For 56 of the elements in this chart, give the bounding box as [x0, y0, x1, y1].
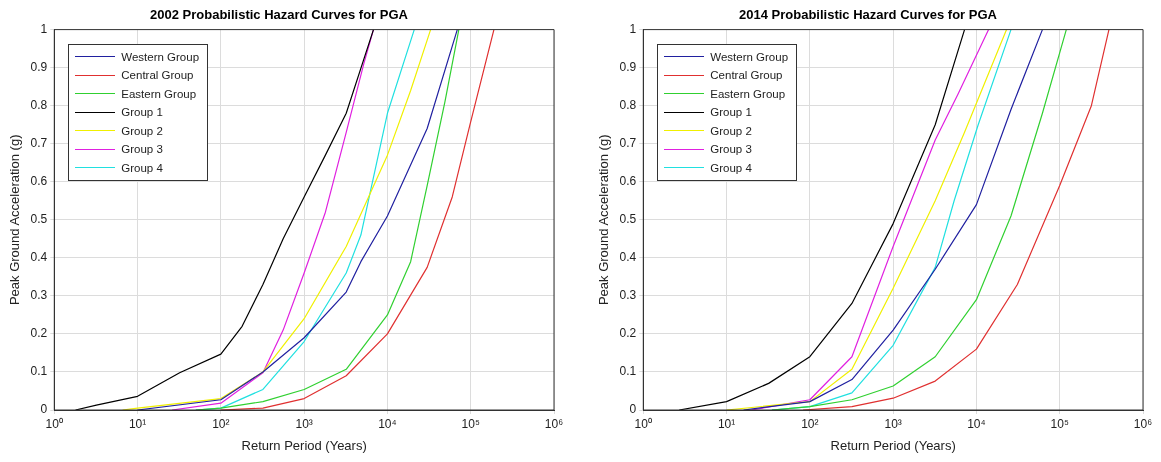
y-tick-label: 0.1 [619, 364, 637, 379]
x-tick-label: 10³ [884, 416, 902, 431]
y-tick-label: 0.9 [619, 59, 637, 74]
legend-label: Western Group [710, 49, 789, 65]
y-tick-label: 0.6 [30, 174, 48, 189]
x-tick-label: 10⁶ [1133, 416, 1153, 431]
y-tick-label: 0.8 [30, 97, 48, 112]
y-tick-label: 0 [629, 402, 637, 417]
x-tick-label: 10⁵ [1050, 416, 1069, 431]
legend-label: Eastern Group [710, 86, 786, 102]
y-tick-label: 0.9 [30, 59, 48, 74]
x-axis-title: Return Period (Years) [830, 437, 956, 453]
x-tick-label: 10¹ [717, 416, 736, 431]
x-tick-label: 10² [212, 416, 230, 431]
y-tick-label: 0.3 [30, 288, 48, 303]
x-tick-label: 10² [801, 416, 819, 431]
legend-label: Group 4 [710, 160, 752, 176]
x-tick-label: 10⁴ [967, 416, 986, 431]
legend-label: Central Group [121, 68, 194, 84]
legend-label: Group 4 [121, 160, 163, 176]
y-tick-label: 1 [629, 21, 637, 36]
y-tick-label: 0.8 [619, 97, 637, 112]
y-axis-title: Peak Ground Acceleration (g) [7, 134, 23, 306]
legend-label: Group 1 [121, 105, 163, 121]
legend-label: Central Group [710, 68, 783, 84]
x-axis-title: Return Period (Years) [241, 437, 367, 453]
y-tick-label: 1 [40, 21, 48, 36]
legend-label: Eastern Group [121, 86, 197, 102]
chart-title: 2002 Probabilistic Hazard Curves for PGA [150, 7, 409, 23]
y-tick-label: 0 [40, 402, 48, 417]
y-tick-label: 0.1 [30, 364, 48, 379]
y-tick-label: 0.4 [619, 250, 637, 265]
y-tick-label: 0.6 [619, 174, 637, 189]
x-tick-label: 10⁰ [634, 416, 652, 431]
y-tick-label: 0.5 [30, 212, 48, 227]
y-tick-label: 0.7 [30, 136, 48, 151]
chart-title: 2014 Probabilistic Hazard Curves for PGA [739, 7, 998, 23]
legend-label: Group 2 [121, 123, 163, 139]
x-tick-label: 10⁵ [461, 416, 480, 431]
x-tick-label: 10⁰ [45, 416, 63, 431]
legend-label: Western Group [121, 49, 200, 65]
x-tick-label: 10⁴ [378, 416, 397, 431]
y-tick-label: 0.4 [30, 250, 48, 265]
legend-label: Group 1 [710, 105, 752, 121]
y-tick-label: 0.7 [619, 136, 637, 151]
x-tick-label: 10³ [295, 416, 313, 431]
y-tick-label: 0.3 [619, 288, 637, 303]
legend-label: Group 3 [710, 142, 752, 158]
legend-label: Group 3 [121, 142, 163, 158]
x-tick-label: 10⁶ [544, 416, 564, 431]
y-tick-label: 0.2 [619, 326, 637, 341]
x-tick-label: 10¹ [128, 416, 147, 431]
legend-label: Group 2 [710, 123, 752, 139]
y-axis-title: Peak Ground Acceleration (g) [596, 134, 612, 306]
y-tick-label: 0.5 [619, 212, 637, 227]
y-tick-label: 0.2 [30, 326, 48, 341]
